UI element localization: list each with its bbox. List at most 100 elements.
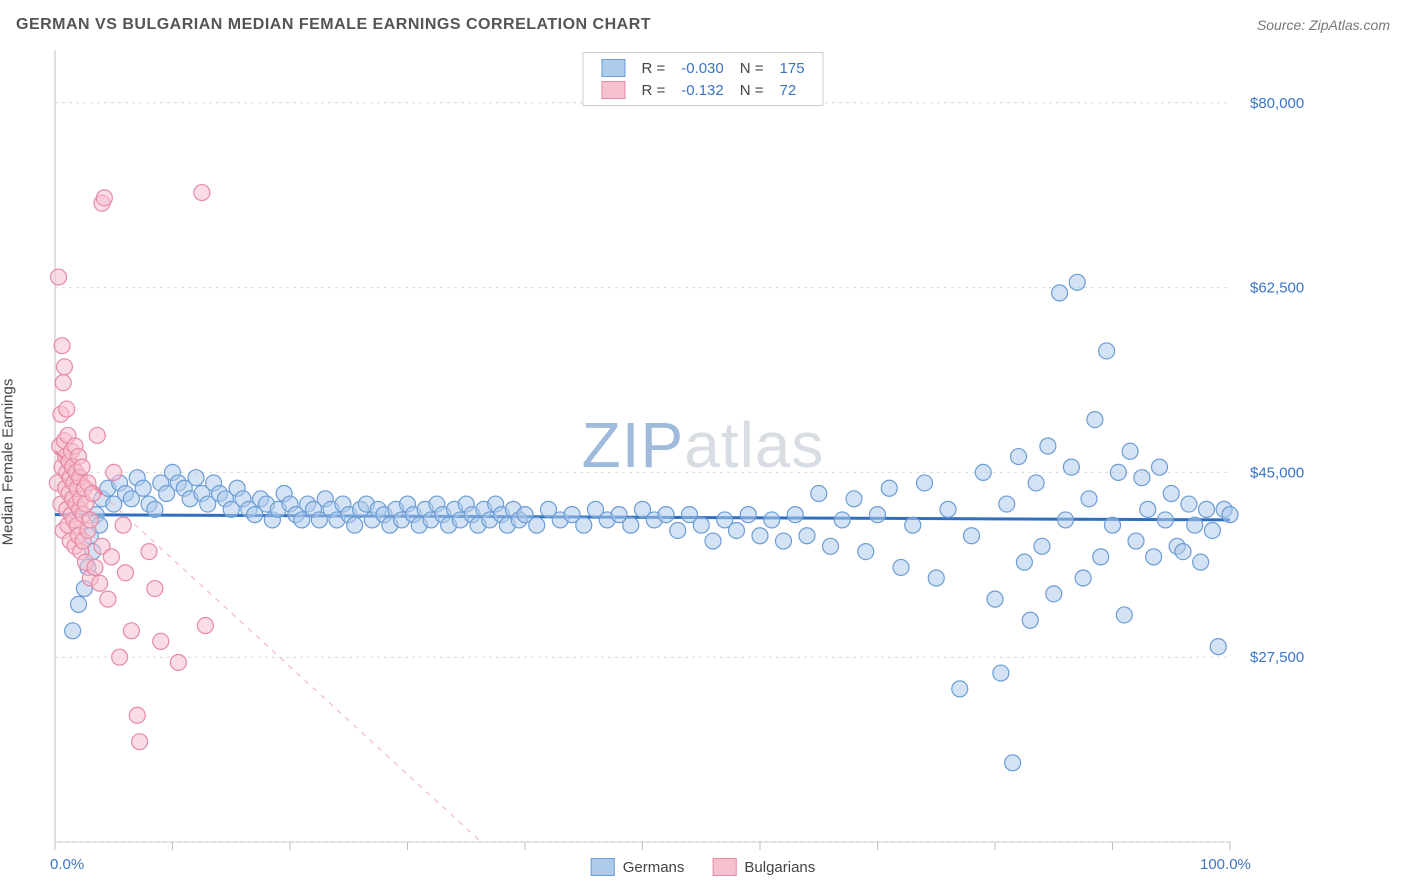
- data-point: [1146, 549, 1162, 565]
- chart-area: Median Female Earnings ZIPatlas $27,500$…: [0, 42, 1406, 882]
- data-point: [776, 533, 792, 549]
- data-point: [92, 575, 108, 591]
- data-point: [870, 507, 886, 523]
- data-point: [89, 427, 105, 443]
- data-point: [106, 464, 122, 480]
- data-point: [1075, 570, 1091, 586]
- source-name: ZipAtlas.com: [1309, 17, 1390, 33]
- y-tick-label: $27,500: [1250, 649, 1304, 666]
- data-point: [85, 486, 101, 502]
- data-point: [1028, 475, 1044, 491]
- legend-item: Bulgarians: [712, 858, 815, 876]
- data-point: [147, 581, 163, 597]
- data-point: [56, 359, 72, 375]
- legend-swatch: [601, 59, 625, 77]
- data-point: [623, 517, 639, 533]
- data-point: [905, 517, 921, 533]
- y-tick-label: $62,500: [1250, 280, 1304, 297]
- data-point: [1087, 412, 1103, 428]
- data-point: [103, 549, 119, 565]
- data-point: [1052, 285, 1068, 301]
- data-point: [1046, 586, 1062, 602]
- legend-n-label: N =: [732, 57, 772, 79]
- data-point: [123, 623, 139, 639]
- data-point: [987, 591, 1003, 607]
- data-point: [1134, 470, 1150, 486]
- data-point: [893, 559, 909, 575]
- data-point: [1222, 507, 1238, 523]
- legend-r-value: -0.132: [673, 79, 732, 101]
- data-point: [1110, 464, 1126, 480]
- y-axis-label: Median Female Earnings: [0, 379, 17, 546]
- legend-item: Germans: [591, 858, 685, 876]
- data-point: [129, 707, 145, 723]
- data-point: [529, 517, 545, 533]
- legend-swatch: [712, 858, 736, 876]
- data-point: [1152, 459, 1168, 475]
- data-point: [1128, 533, 1144, 549]
- x-axis-max-label: 100.0%: [1200, 856, 1251, 873]
- data-point: [135, 480, 151, 496]
- data-point: [74, 459, 90, 475]
- data-point: [1005, 755, 1021, 771]
- data-point: [1210, 639, 1226, 655]
- data-point: [147, 501, 163, 517]
- data-point: [799, 528, 815, 544]
- data-point: [112, 649, 128, 665]
- legend-n-value: 72: [772, 79, 813, 101]
- data-point: [118, 565, 134, 581]
- data-point: [1093, 549, 1109, 565]
- data-point: [940, 501, 956, 517]
- y-tick-label: $45,000: [1250, 464, 1304, 481]
- data-point: [975, 464, 991, 480]
- data-point: [1081, 491, 1097, 507]
- data-point: [752, 528, 768, 544]
- data-point: [740, 507, 756, 523]
- data-point: [1193, 554, 1209, 570]
- data-point: [811, 486, 827, 502]
- data-point: [1016, 554, 1032, 570]
- data-point: [1157, 512, 1173, 528]
- data-point: [693, 517, 709, 533]
- data-point: [858, 544, 874, 560]
- y-tick-label: $80,000: [1250, 95, 1304, 112]
- legend-swatch: [601, 81, 625, 99]
- correlation-legend: R =-0.030N =175R =-0.132N =72: [582, 52, 823, 106]
- data-point: [1069, 274, 1085, 290]
- data-point: [153, 633, 169, 649]
- data-point: [82, 512, 98, 528]
- data-point: [59, 401, 75, 417]
- data-point: [65, 623, 81, 639]
- legend-n-value: 175: [772, 57, 813, 79]
- data-point: [1187, 517, 1203, 533]
- data-point: [1022, 612, 1038, 628]
- chart-source: Source: ZipAtlas.com: [1257, 17, 1390, 33]
- data-point: [1034, 538, 1050, 554]
- data-point: [1105, 517, 1121, 533]
- data-point: [96, 190, 112, 206]
- data-point: [188, 470, 204, 486]
- data-point: [132, 734, 148, 750]
- data-point: [952, 681, 968, 697]
- data-point: [1204, 522, 1220, 538]
- data-point: [881, 480, 897, 496]
- data-point: [51, 269, 67, 285]
- chart-header: GERMAN VS BULGARIAN MEDIAN FEMALE EARNIN…: [0, 0, 1406, 42]
- data-point: [1040, 438, 1056, 454]
- data-point: [787, 507, 803, 523]
- data-point: [100, 591, 116, 607]
- data-point: [1181, 496, 1197, 512]
- data-point: [197, 618, 213, 634]
- data-point: [993, 665, 1009, 681]
- data-point: [999, 496, 1015, 512]
- data-point: [917, 475, 933, 491]
- data-point: [194, 185, 210, 201]
- data-point: [1175, 544, 1191, 560]
- data-point: [1011, 449, 1027, 465]
- data-point: [705, 533, 721, 549]
- data-point: [55, 375, 71, 391]
- data-point: [1122, 443, 1138, 459]
- legend-r-value: -0.030: [673, 57, 732, 79]
- source-prefix: Source:: [1257, 17, 1309, 33]
- data-point: [1163, 486, 1179, 502]
